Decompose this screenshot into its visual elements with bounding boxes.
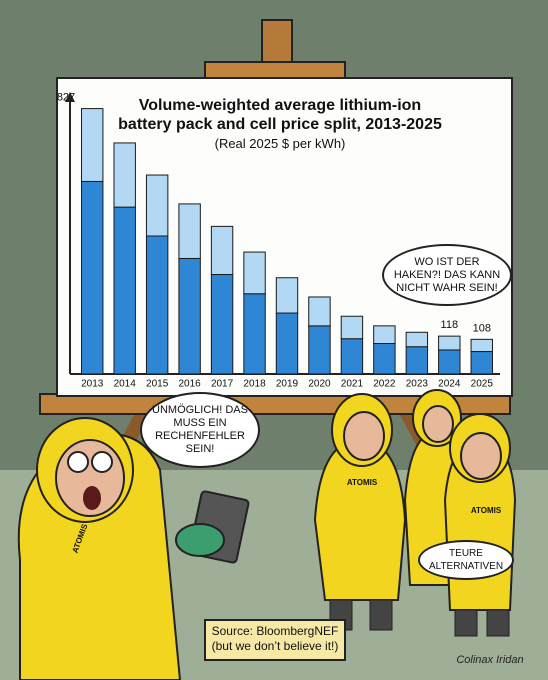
bar-segment — [178, 203, 201, 259]
plot: 2013 2014 2015 2016 2017 2018 2019 2020 2021 2022… — [57, 92, 494, 390]
signature: Colinax Iridan — [456, 654, 524, 666]
value-label: 118 — [441, 319, 459, 331]
x-tick-label: 2016 — [178, 379, 201, 390]
value-label: 108 — [473, 322, 491, 334]
x-tick-label: 2018 — [243, 379, 266, 390]
bar-segment — [405, 331, 429, 348]
face — [460, 432, 502, 480]
source-note — [204, 619, 346, 661]
bar-segment — [81, 108, 104, 182]
bar-segment — [145, 174, 169, 237]
bar-segment — [275, 277, 299, 314]
bar-segment — [438, 335, 461, 351]
boot — [454, 609, 478, 637]
bar-segment — [275, 312, 299, 375]
x-tick-label: 2014 — [114, 379, 137, 390]
bar-segment — [178, 257, 201, 375]
x-tick-label: 2022 — [373, 379, 396, 390]
x-tick-label: 2025 — [471, 379, 494, 390]
eye — [67, 451, 89, 473]
bar-segment — [373, 325, 396, 345]
speech-bubble: UNMÖGLICH! DAS MUSS EIN RECHENFEHLER SEI… — [140, 392, 260, 468]
x-tick-label: 2015 — [146, 379, 169, 390]
speech-bubble: WO IST DER HAKEN?! DAS KANN NICHT WAHR S… — [382, 244, 512, 306]
boot — [369, 599, 393, 631]
bar-segment — [210, 274, 234, 375]
face — [343, 411, 385, 461]
eye — [91, 451, 113, 473]
x-tick-label: 2024 — [438, 379, 461, 390]
x-tick-label: 2020 — [308, 379, 331, 390]
bar-segment — [243, 251, 266, 295]
x-tick-label: 2017 — [211, 379, 234, 390]
bar-segment — [470, 338, 493, 353]
boot — [486, 609, 510, 637]
mouth — [83, 486, 101, 510]
caption-bubble: TEURE ALTERNATIVEN — [418, 540, 514, 580]
chart-title: Volume-weighted average lithium-ion batt… — [118, 97, 442, 133]
bar-segment — [340, 315, 364, 340]
x-tick-label: 2021 — [341, 379, 364, 390]
value-label: 827 — [57, 92, 75, 104]
bar-segment — [438, 349, 461, 375]
suit-label: ATOMIS — [346, 478, 378, 487]
x-tick-label: 2023 — [406, 379, 429, 390]
x-tick-label: 2013 — [81, 379, 104, 390]
face — [422, 405, 454, 443]
bar-segment — [308, 296, 331, 327]
axis-arrow — [65, 92, 75, 102]
bar-segment — [145, 235, 169, 375]
bar-segment — [210, 225, 234, 276]
bar-segment — [243, 293, 266, 375]
bar-segment — [113, 142, 136, 208]
chart-subtitle: (Real 2025 $ per kWh) — [214, 136, 346, 151]
x-tick-label: 2019 — [276, 379, 299, 390]
bar-segment — [81, 180, 104, 375]
bar-segment — [373, 343, 396, 375]
bar-segment — [113, 206, 136, 375]
bar-segment — [308, 325, 331, 375]
suit-label: ATOMIS — [470, 506, 502, 515]
bar-segment — [470, 351, 493, 375]
glove — [175, 523, 225, 557]
bar-segment — [340, 338, 364, 375]
source: Source: BloombergNEF (but we don’t belie… — [211, 624, 339, 653]
bar-segment — [405, 346, 429, 375]
